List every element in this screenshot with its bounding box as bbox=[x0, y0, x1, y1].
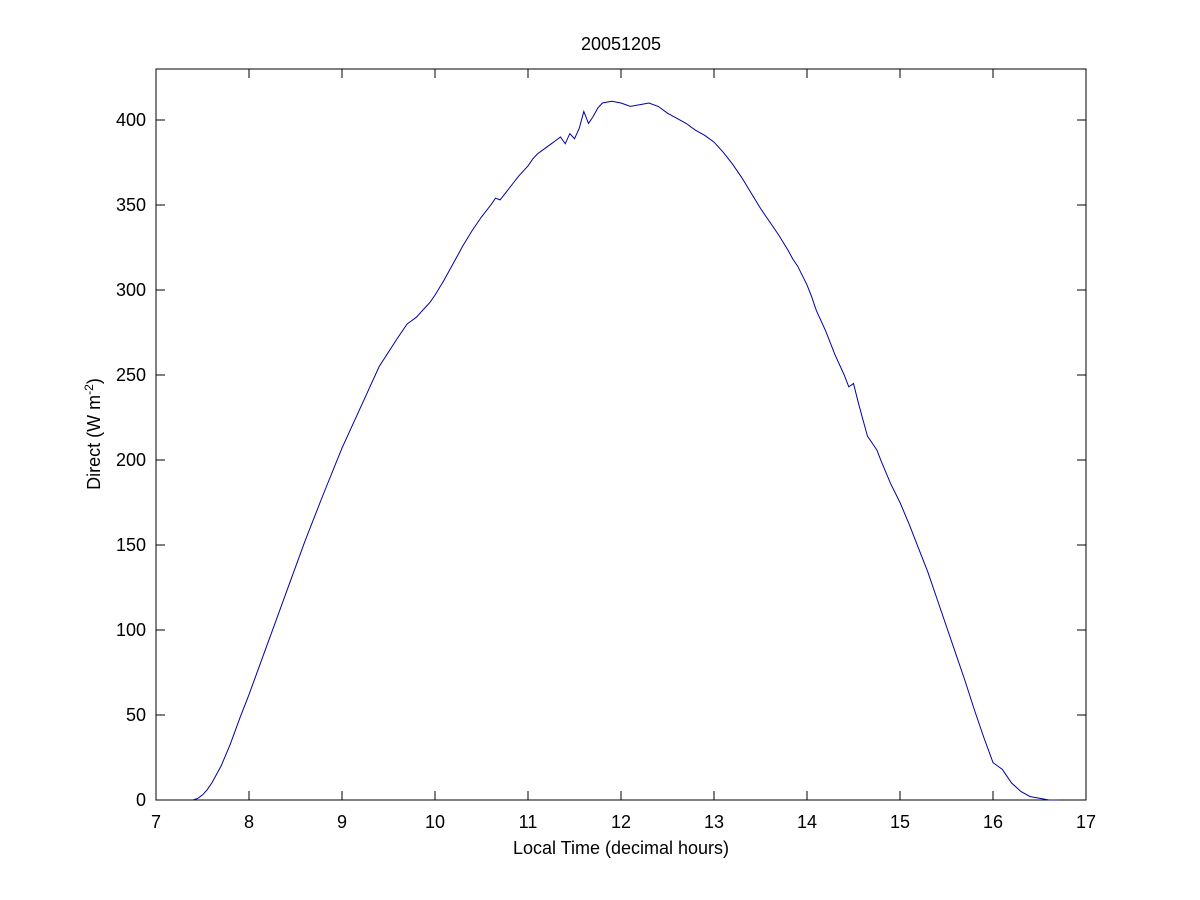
y-axis-label-superscript: -2 bbox=[82, 384, 96, 395]
x-tick-label-10: 17 bbox=[1076, 812, 1096, 832]
x-tick-label-7: 14 bbox=[797, 812, 817, 832]
x-tick-label-9: 16 bbox=[983, 812, 1003, 832]
y-tick-label-1: 50 bbox=[126, 705, 146, 725]
x-axis: 7 8 9 10 11 12 13 14 15 16 17 bbox=[151, 69, 1096, 832]
x-tick-label-4: 11 bbox=[519, 812, 538, 832]
y-tick-label-5: 250 bbox=[116, 365, 146, 385]
y-axis-label-end: ) bbox=[84, 378, 104, 384]
y-axis-label: Direct (W m-2) bbox=[82, 378, 104, 490]
x-tick-label-2: 9 bbox=[337, 812, 347, 832]
y-axis: 0 50 100 150 200 250 300 350 400 bbox=[116, 110, 1086, 810]
series-line-direct-irradiance bbox=[193, 100, 1059, 801]
y-tick-label-3: 150 bbox=[116, 535, 146, 555]
x-tick-label-1: 8 bbox=[244, 812, 254, 832]
chart-title: 20051205 bbox=[581, 34, 661, 54]
y-tick-label-2: 100 bbox=[116, 620, 146, 640]
y-tick-label-8: 400 bbox=[116, 110, 146, 130]
y-tick-label-6: 300 bbox=[116, 280, 146, 300]
x-tick-label-6: 13 bbox=[704, 812, 724, 832]
y-tick-label-0: 0 bbox=[136, 790, 146, 810]
x-tick-label-0: 7 bbox=[151, 812, 161, 832]
plot-area-frame bbox=[155, 68, 1087, 801]
x-axis-label: Local Time (decimal hours) bbox=[513, 838, 729, 858]
y-tick-label-7: 350 bbox=[116, 195, 146, 215]
x-tick-label-8: 15 bbox=[890, 812, 910, 832]
x-tick-label-5: 12 bbox=[611, 812, 631, 832]
y-axis-label-main: Direct (W m bbox=[84, 395, 104, 490]
x-tick-label-3: 10 bbox=[425, 812, 445, 832]
y-tick-label-4: 200 bbox=[116, 450, 146, 470]
